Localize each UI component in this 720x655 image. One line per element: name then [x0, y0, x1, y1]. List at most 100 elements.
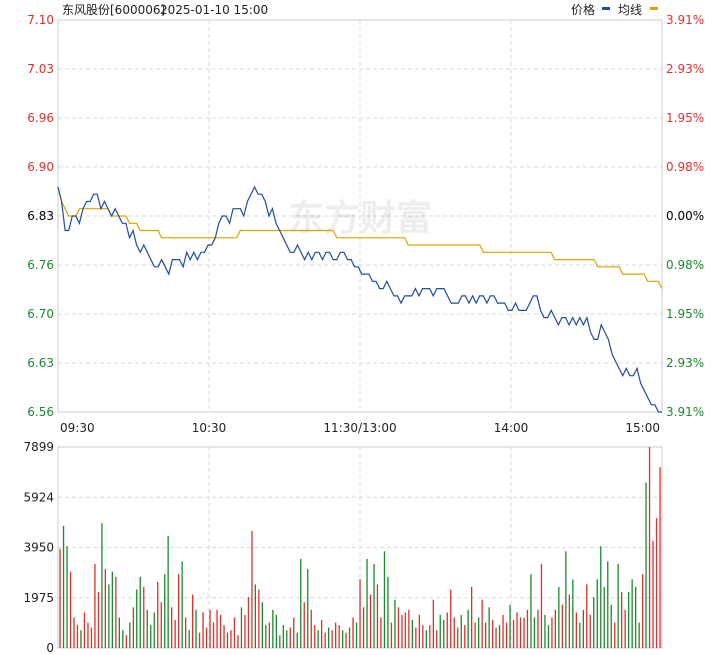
volume-bar	[97, 592, 100, 648]
volume-bar	[603, 586, 605, 648]
volume-bar	[348, 627, 351, 648]
volume-bar	[446, 612, 448, 648]
volume-bar	[254, 584, 256, 648]
volume-bar	[62, 525, 65, 648]
volume-tick-label: 0	[46, 641, 54, 655]
volume-bar	[153, 612, 155, 648]
volume-bar	[394, 599, 396, 648]
volume-bar	[293, 617, 295, 648]
volume-bar	[485, 622, 487, 648]
volume-bar	[335, 622, 337, 648]
volume-bar	[450, 589, 452, 648]
volume-bar	[265, 625, 267, 648]
time-tick-label: 15:00	[625, 421, 660, 435]
avg-line	[57, 186, 663, 289]
volume-bar	[94, 564, 96, 648]
time-tick-label: 11:30/13:00	[323, 421, 396, 435]
volume-bar	[69, 571, 72, 648]
volume-bar	[481, 599, 483, 648]
volume-bar	[324, 632, 326, 648]
price-tick-label: 7.10	[27, 13, 54, 27]
pct-tick-label: 2.93%	[666, 62, 704, 76]
volume-bar	[648, 447, 651, 648]
price-tick-label: 7.03	[27, 62, 54, 76]
price-tick-label: 6.70	[27, 307, 54, 321]
volume-bar	[425, 630, 427, 648]
volume-bar	[471, 586, 473, 648]
volume-bar	[526, 609, 529, 648]
volume-bar	[178, 574, 180, 648]
volume-bar	[453, 617, 455, 648]
volume-bar	[582, 609, 584, 648]
volume-bar	[104, 569, 106, 648]
volume-bar	[317, 630, 319, 648]
volume-bar	[272, 609, 274, 648]
volume-bar	[362, 607, 365, 648]
volume-bar	[415, 627, 417, 648]
watermark: 东方财富	[288, 197, 432, 239]
volume-bar	[240, 607, 243, 648]
volume-bar	[373, 564, 375, 648]
volume-bar	[251, 530, 253, 648]
volume-bar	[436, 630, 438, 648]
volume-bar	[157, 581, 159, 648]
volume-bar	[355, 622, 358, 648]
volume-bar	[537, 609, 539, 648]
volume-bar	[464, 625, 466, 648]
volume-bar	[268, 622, 270, 648]
pct-tick-label: 0.98%	[666, 258, 704, 272]
volume-bar	[411, 620, 413, 648]
volume-bar	[401, 614, 403, 648]
volume-bar	[300, 558, 302, 648]
volume-bar	[551, 617, 553, 648]
volume-bar	[345, 632, 347, 648]
volume-bar	[146, 609, 148, 648]
volume-bar	[502, 614, 504, 648]
volume-bar	[519, 617, 522, 648]
volume-bar	[174, 620, 176, 648]
pct-tick-label: 0.98%	[666, 160, 704, 174]
volume-bar	[167, 536, 169, 648]
volume-bar	[645, 482, 647, 648]
pct-tick-label: 1.95%	[666, 307, 704, 321]
volume-bar	[418, 614, 420, 648]
volume-bar	[628, 592, 630, 648]
volume-bar	[516, 612, 518, 648]
legend-avg-swatch	[650, 7, 658, 10]
price-tick-label: 6.56	[27, 405, 54, 419]
volume-bar	[642, 574, 644, 648]
volume-bar	[76, 625, 79, 648]
legend-price-label: 价格	[571, 2, 595, 17]
volume-bar	[443, 620, 445, 648]
volume-bar	[160, 602, 162, 648]
volume-bar	[233, 617, 236, 648]
pct-tick-label: 0.00%	[666, 209, 704, 223]
price-tick-label: 6.83	[27, 209, 54, 223]
volume-bar	[87, 622, 89, 648]
time-tick-label: 14:00	[494, 421, 529, 435]
volume-bar	[380, 617, 382, 648]
volume-bar	[547, 625, 550, 648]
volume-bar	[118, 617, 120, 648]
pct-tick-label: 2.93%	[666, 356, 704, 370]
volume-bar	[279, 635, 281, 648]
volume-bar	[652, 541, 654, 648]
volume-bar	[631, 579, 633, 648]
volume-bar	[352, 617, 354, 648]
volume-bar	[296, 632, 298, 648]
volume-bar	[607, 561, 609, 648]
volume-bar	[310, 609, 312, 648]
volume-bar	[80, 630, 82, 648]
volume-bar	[212, 622, 215, 648]
volume-bar	[286, 630, 288, 648]
volume-bar	[439, 614, 441, 648]
volume-bar	[596, 579, 598, 648]
stock-name: 东风股份[600006]	[62, 3, 165, 17]
price-tick-label: 6.63	[27, 356, 54, 370]
volume-bar	[275, 614, 277, 648]
volume-tick-label: 3950	[23, 541, 54, 555]
volume-bar	[219, 614, 222, 648]
price-line	[57, 185, 662, 413]
volume-bar	[383, 551, 386, 648]
